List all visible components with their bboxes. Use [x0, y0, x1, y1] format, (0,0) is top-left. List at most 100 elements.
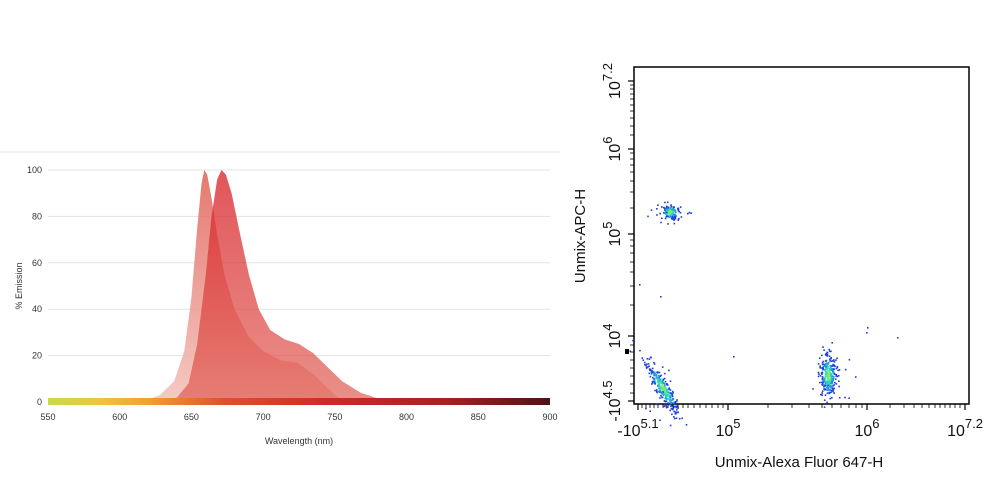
- event-point: [821, 354, 823, 357]
- event-point: [672, 405, 675, 408]
- event-point: [672, 216, 674, 218]
- event-point: [827, 379, 829, 381]
- x-tick-label: 800: [399, 412, 414, 422]
- event-point: [825, 354, 828, 356]
- event-point: [821, 392, 823, 394]
- event-point: [830, 374, 832, 377]
- event-point: [666, 208, 668, 210]
- event-point: [677, 411, 679, 414]
- event-point: [651, 382, 654, 384]
- event-point: [830, 372, 833, 375]
- event-point: [680, 216, 683, 218]
- event-point: [835, 367, 838, 370]
- event-point: [651, 383, 653, 385]
- event-point: [823, 399, 826, 401]
- event-point: [820, 393, 822, 396]
- event-point: [661, 217, 663, 220]
- event-point: [830, 350, 832, 353]
- event-point: [669, 210, 671, 212]
- event-point: [663, 372, 666, 375]
- event-point: [664, 397, 667, 400]
- event-point: [678, 217, 680, 220]
- event-point: [661, 384, 663, 386]
- event-point: [671, 408, 674, 410]
- event-point: [660, 374, 662, 377]
- event-point: [664, 207, 666, 209]
- event-point: [823, 363, 825, 366]
- event-point: [832, 389, 835, 391]
- event-point: [832, 363, 834, 366]
- event-point: [651, 370, 653, 372]
- event-point: [830, 382, 832, 385]
- event-point: [678, 210, 680, 213]
- event-point: [661, 366, 664, 368]
- event-point: [826, 354, 829, 356]
- event-point: [835, 359, 837, 361]
- event-point: [673, 215, 676, 218]
- event-point: [690, 212, 692, 214]
- event-point: [821, 371, 824, 374]
- event-point: [675, 405, 678, 408]
- event-point: [670, 408, 673, 410]
- event-point: [661, 386, 663, 389]
- event-point: [642, 359, 645, 361]
- x-tick-label: 106: [854, 416, 879, 440]
- event-point: [674, 210, 676, 213]
- event-point: [647, 215, 649, 218]
- event-point: [644, 363, 646, 366]
- axis-marker: [625, 349, 629, 354]
- event-point: [830, 378, 833, 380]
- event-point: [819, 365, 821, 367]
- event-point: [667, 210, 670, 212]
- y-tick-label: 40: [32, 304, 42, 314]
- event-point: [643, 361, 646, 364]
- event-point: [669, 409, 671, 412]
- event-point: [838, 380, 840, 382]
- event-point: [654, 389, 656, 392]
- event-point: [827, 365, 829, 368]
- event-point: [822, 384, 824, 386]
- event-point: [645, 367, 648, 369]
- event-point: [669, 396, 672, 399]
- event-point: [828, 383, 831, 386]
- event-point: [829, 358, 831, 360]
- event-point: [651, 367, 654, 370]
- event-point: [821, 367, 823, 369]
- event-point: [664, 217, 667, 220]
- event-point: [660, 394, 662, 397]
- event-point: [674, 405, 676, 408]
- event-point: [825, 352, 827, 355]
- event-point: [671, 413, 673, 416]
- event-point: [833, 384, 835, 386]
- event-point: [649, 369, 651, 372]
- event-point: [824, 382, 827, 385]
- event-point: [633, 365, 635, 368]
- event-point: [675, 406, 678, 409]
- event-point: [671, 217, 674, 220]
- event-point: [659, 380, 662, 382]
- event-point: [822, 380, 825, 382]
- event-point: [669, 403, 672, 406]
- event-point: [663, 400, 666, 402]
- event-point: [669, 215, 672, 217]
- event-point: [828, 392, 831, 394]
- event-point: [669, 399, 671, 401]
- event-point: [668, 391, 670, 394]
- event-point: [828, 375, 831, 378]
- event-point: [677, 219, 679, 221]
- event-point: [666, 205, 668, 208]
- event-point: [835, 383, 838, 385]
- event-point: [848, 358, 851, 361]
- event-point: [824, 394, 827, 396]
- event-point: [663, 206, 665, 209]
- event-point: [658, 385, 660, 388]
- event-point: [645, 366, 648, 368]
- event-point: [655, 374, 658, 376]
- event-point: [825, 366, 827, 369]
- event-point: [665, 388, 668, 391]
- event-point: [650, 373, 653, 375]
- event-point: [658, 382, 660, 385]
- event-point: [826, 376, 829, 379]
- event-point: [666, 383, 668, 385]
- x-tick-label: 105: [715, 416, 740, 440]
